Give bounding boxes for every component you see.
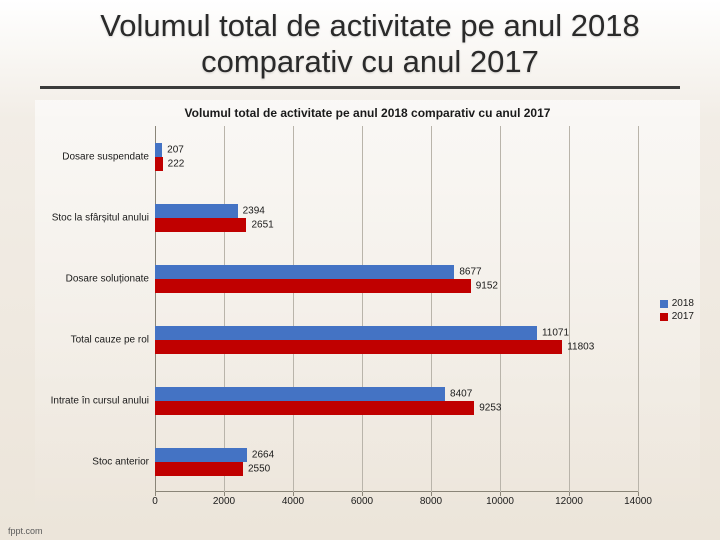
bar-value-label: 2664: [252, 449, 274, 460]
bar-v2017: 11803: [155, 340, 562, 354]
slide: Volumul total de activitate pe anul 2018…: [0, 0, 720, 540]
x-tick-label: 14000: [624, 496, 652, 507]
bar-chart: Volumul total de activitate pe anul 2018…: [35, 100, 700, 520]
x-tick-label: 10000: [486, 496, 514, 507]
bar-v2018: 2394: [155, 204, 238, 218]
grid-line: [362, 126, 363, 492]
bar-v2017: 9152: [155, 279, 471, 293]
x-tick-label: 2000: [213, 496, 235, 507]
category-label: Stoc la sfârșitul anului: [52, 212, 149, 223]
bar-value-label: 222: [168, 158, 185, 169]
plot-area: 02000400060008000100001200014000Dosare s…: [155, 126, 638, 492]
bar-v2017: 2550: [155, 462, 243, 476]
bar-v2018: 2664: [155, 448, 247, 462]
bar-v2018: 8407: [155, 387, 445, 401]
title-divider: [40, 86, 680, 89]
bar-v2017: 9253: [155, 401, 474, 415]
x-tick-label: 12000: [555, 496, 583, 507]
bar-v2018: 11071: [155, 326, 537, 340]
category-label: Dosare soluționate: [66, 273, 149, 284]
bar-v2018: 207: [155, 143, 162, 157]
bar-value-label: 11803: [567, 341, 594, 352]
bar-value-label: 9152: [476, 280, 498, 291]
x-tick-label: 8000: [420, 496, 442, 507]
grid-line: [638, 126, 639, 492]
grid-line: [569, 126, 570, 492]
category-label: Stoc anterior: [92, 456, 149, 467]
bar-value-label: 2651: [251, 219, 273, 230]
slide-title: Volumul total de activitate pe anul 2018…: [60, 8, 680, 79]
legend-item: 2017: [660, 311, 694, 322]
bar-v2017: 2651: [155, 218, 246, 232]
category-label: Dosare suspendate: [62, 151, 149, 162]
x-tick-label: 0: [152, 496, 158, 507]
bar-value-label: 8407: [450, 388, 472, 399]
bar-value-label: 9253: [479, 402, 501, 413]
legend-label: 2018: [672, 298, 694, 309]
grid-line: [431, 126, 432, 492]
category-label: Total cauze pe rol: [71, 334, 149, 345]
x-axis: [155, 491, 638, 492]
bar-v2017: 222: [155, 157, 163, 171]
x-tick-label: 6000: [351, 496, 373, 507]
bar-value-label: 8677: [459, 266, 481, 277]
legend-item: 2018: [660, 298, 694, 309]
grid-line: [293, 126, 294, 492]
x-tick-label: 4000: [282, 496, 304, 507]
bar-value-label: 207: [167, 144, 184, 155]
grid-line: [224, 126, 225, 492]
legend-label: 2017: [672, 311, 694, 322]
category-label: Intrate în cursul anului: [51, 395, 149, 406]
logo-text: fppt.com: [8, 526, 43, 536]
y-axis: [155, 126, 156, 492]
grid-line: [500, 126, 501, 492]
chart-title: Volumul total de activitate pe anul 2018…: [35, 100, 700, 124]
legend-swatch: [660, 300, 668, 308]
bar-value-label: 2550: [248, 463, 270, 474]
legend-swatch: [660, 313, 668, 321]
bar-value-label: 11071: [542, 327, 569, 338]
bar-value-label: 2394: [243, 205, 265, 216]
bar-v2018: 8677: [155, 265, 454, 279]
legend: 2018 2017: [660, 296, 694, 324]
